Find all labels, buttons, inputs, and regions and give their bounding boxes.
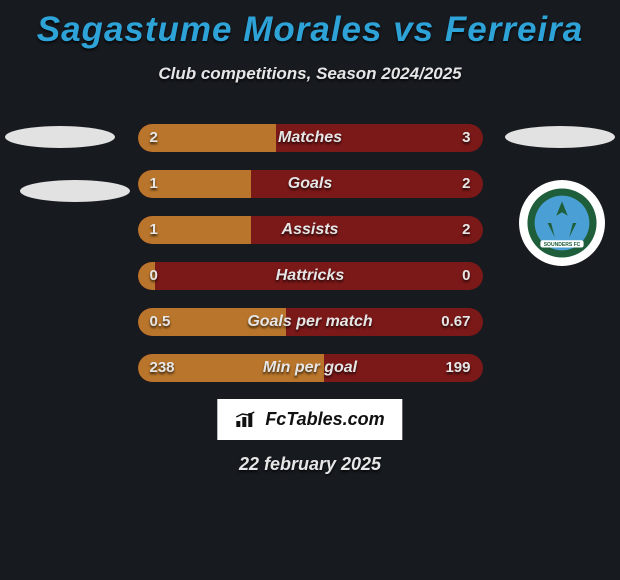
stat-label: Goals per match [138, 308, 483, 336]
stat-label: Assists [138, 216, 483, 244]
stat-right-value: 2 [462, 170, 470, 198]
stat-row: 0.5 Goals per match 0.67 [138, 308, 483, 336]
stat-row: 238 Min per goal 199 [138, 354, 483, 382]
stats-area: 2 Matches 3 1 Goals 2 1 Assists 2 0 Hatt… [0, 124, 620, 400]
date-text: 22 february 2025 [0, 454, 620, 475]
page-title: Sagastume Morales vs Ferreira [0, 10, 620, 50]
stat-row: 1 Assists 2 [138, 216, 483, 244]
stat-row: 1 Goals 2 [138, 170, 483, 198]
subtitle: Club competitions, Season 2024/2025 [0, 64, 620, 84]
brand-box[interactable]: FcTables.com [217, 399, 402, 440]
stat-label: Goals [138, 170, 483, 198]
stat-right-value: 0.67 [441, 308, 470, 336]
comparison-card: Sagastume Morales vs Ferreira Club compe… [0, 0, 620, 580]
stat-right-value: 3 [462, 124, 470, 152]
stat-label: Min per goal [138, 354, 483, 382]
stat-right-value: 2 [462, 216, 470, 244]
stat-label: Hattricks [138, 262, 483, 290]
stat-label: Matches [138, 124, 483, 152]
stat-right-value: 199 [445, 354, 470, 382]
stat-row: 2 Matches 3 [138, 124, 483, 152]
stat-row: 0 Hattricks 0 [138, 262, 483, 290]
stat-right-value: 0 [462, 262, 470, 290]
bar-chart-icon [235, 411, 257, 429]
brand-text: FcTables.com [265, 409, 384, 430]
